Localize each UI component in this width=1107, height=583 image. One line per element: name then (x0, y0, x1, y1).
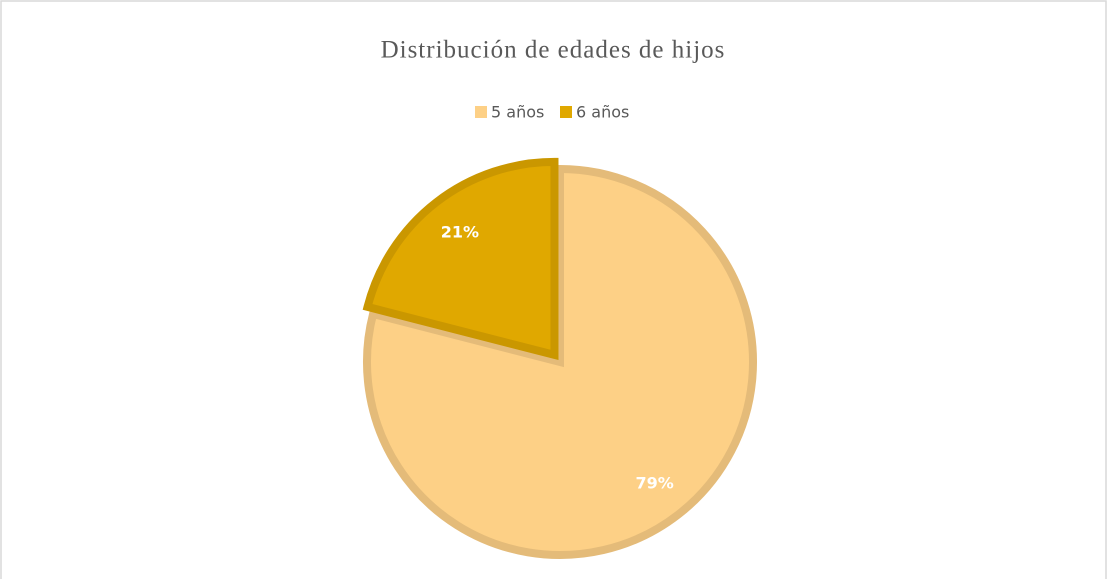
legend-label: 6 años (576, 103, 629, 122)
legend-label: 5 años (491, 103, 544, 122)
data-label: 79% (635, 473, 673, 492)
chart-title: Distribución de edades de hijos (381, 37, 726, 64)
pie-slice (362, 157, 559, 361)
legend-swatch (475, 106, 487, 118)
legend-swatch (560, 106, 572, 118)
data-label: 21% (441, 222, 479, 241)
pie-slice (363, 164, 757, 559)
